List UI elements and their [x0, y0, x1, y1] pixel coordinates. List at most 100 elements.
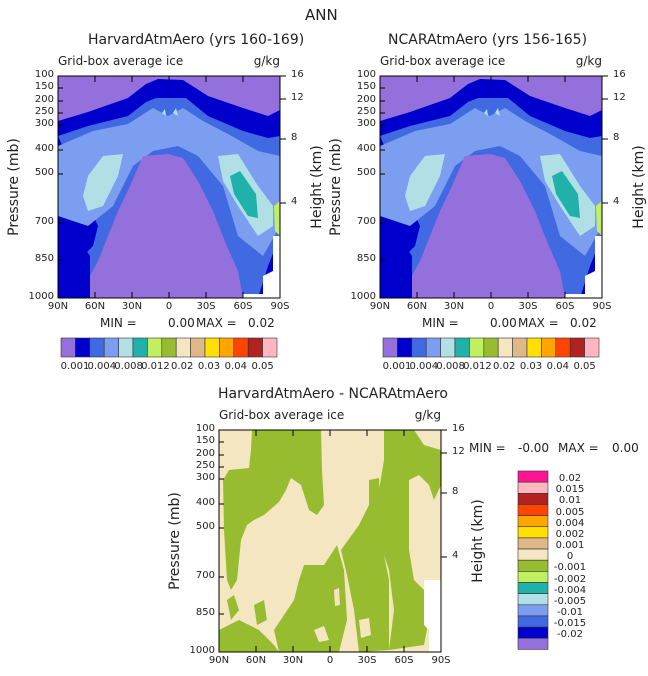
- colorbar-swatch: [60, 337, 76, 358]
- max-label: MAX =: [196, 316, 237, 330]
- colorbar-swatch: [147, 337, 163, 358]
- y-right-tick-label: 8: [452, 486, 459, 497]
- contour-field: [380, 76, 602, 298]
- y-right-tick-label: 12: [613, 92, 626, 103]
- colorbar-swatch: [517, 492, 549, 505]
- contour-field: [219, 430, 441, 652]
- y-axis-label: Pressure (mb): [328, 138, 344, 236]
- x-tick-label: 30S: [357, 655, 377, 666]
- x-tick-label: 60N: [245, 655, 267, 666]
- contour-band-0.001-bottom: [380, 241, 412, 298]
- colorbar-label: 0.04: [224, 361, 247, 372]
- contour-band-0.008-top: [484, 108, 500, 116]
- y-tick-label: 1000: [189, 645, 215, 656]
- y-right-axis-label: Height (km): [309, 145, 325, 229]
- x-tick-label: 90S: [270, 301, 290, 312]
- y-tick-label: 100: [34, 69, 54, 80]
- y-tick-label: 400: [195, 497, 215, 508]
- x-tick-label: 30N: [121, 301, 143, 312]
- max-value: 0.00: [612, 441, 639, 455]
- y-tick-label: 300: [34, 118, 54, 129]
- colorbar-swatch: [440, 337, 456, 358]
- colorbar-swatch: [469, 337, 485, 358]
- y-tick-label: 700: [195, 570, 215, 581]
- y-tick-label: 200: [195, 448, 215, 459]
- colorbar-label: 0.03: [519, 361, 543, 372]
- colorbar-label: 0.05: [251, 361, 274, 372]
- y-tick-label: 400: [34, 143, 54, 154]
- min-label: MIN =: [469, 441, 506, 455]
- colorbar-label: 0.02: [493, 361, 516, 372]
- colorbar-swatch: [517, 571, 549, 583]
- y-axis-label: Pressure (mb): [167, 492, 183, 590]
- colorbar-swatch: [483, 337, 499, 358]
- y-right-tick-label: 12: [291, 92, 304, 103]
- colorbar-swatch: [517, 548, 549, 561]
- plot-area-0: [57, 75, 281, 299]
- colorbar-swatch: [233, 337, 249, 358]
- y-tick-label: 1000: [28, 291, 54, 302]
- x-tick-label: 60N: [406, 301, 428, 312]
- x-tick-label: 0: [165, 301, 173, 312]
- x-tick-label: 90N: [369, 301, 391, 312]
- colorbar-label: -0.01: [557, 606, 583, 618]
- colorbar-swatch: [118, 337, 134, 358]
- contour-inner-purple: [412, 154, 565, 298]
- contour-band-0.004: [380, 108, 602, 256]
- x-tick-label: 60S: [555, 301, 575, 312]
- y-tick-label: 500: [356, 167, 376, 178]
- y-right-tick-label: 4: [291, 196, 298, 207]
- colorbar-label: 0.001: [60, 361, 90, 372]
- y-tick-label: 850: [34, 253, 54, 264]
- y-tick-label: 150: [195, 435, 215, 446]
- colorbar-swatch: [190, 337, 206, 358]
- plot-area-2: [218, 429, 442, 653]
- x-tick-label: 30N: [443, 301, 465, 312]
- colorbar-swatch: [517, 504, 549, 516]
- x-tick-label: 90S: [431, 655, 451, 666]
- max-value: 0.02: [570, 316, 597, 330]
- contour-inner-purple: [90, 154, 243, 298]
- contour-band-0.012: [230, 171, 258, 218]
- colorbar-label: 0.012: [141, 361, 170, 372]
- contour-band-neg-0.001-nw: [223, 430, 324, 590]
- colorbar-label: 0.008: [114, 361, 143, 372]
- x-tick-label: 60S: [394, 655, 414, 666]
- colorbar-label: 0.05: [573, 361, 596, 372]
- y-tick-label: 250: [195, 460, 215, 471]
- x-tick-label: 30S: [518, 301, 538, 312]
- min-label: MIN =: [422, 316, 459, 330]
- colorbar-label: 0.01: [558, 495, 582, 507]
- y-right-axis-label: Height (km): [470, 499, 486, 583]
- min-value: 0.00: [490, 316, 517, 330]
- y-right-tick-label: 12: [452, 446, 465, 457]
- contour-band-0.008-left: [405, 154, 445, 211]
- colorbar-swatch: [454, 337, 470, 358]
- x-tick-label: 0: [487, 301, 495, 312]
- y-tick-label: 250: [34, 106, 54, 117]
- y-axis-label: Pressure (mb): [6, 138, 22, 236]
- y-tick-label: 100: [195, 423, 215, 434]
- y-right-tick-label: 16: [291, 69, 304, 80]
- colorbar-swatch: [175, 337, 191, 358]
- contour-band-0.02: [596, 201, 602, 236]
- min-value: 0.00: [168, 316, 195, 330]
- colorbar-label: 0.02: [558, 473, 582, 485]
- y-tick-label: 700: [356, 216, 376, 227]
- colorbar-label: 0.004: [87, 361, 117, 372]
- contour-band-0-patch: [314, 588, 371, 642]
- colorbar-label: -0.005: [553, 595, 587, 607]
- colorbar-swatch: [526, 337, 542, 358]
- colorbar-label: 0.004: [555, 517, 585, 529]
- contour-band-0.004-top: [153, 111, 183, 131]
- colorbar-swatch: [517, 526, 549, 539]
- colorbar-swatch: [219, 337, 235, 358]
- plot-subtitle: Grid-box average ice: [219, 408, 345, 422]
- colorbar-swatch: [517, 593, 549, 606]
- max-value: 0.02: [248, 316, 275, 330]
- x-tick-label: 30S: [196, 301, 216, 312]
- x-tick-label: 30N: [282, 655, 304, 666]
- min-label: MIN =: [100, 316, 137, 330]
- missing-data: [553, 236, 602, 298]
- contour-band-neg-0.001-se: [379, 430, 441, 650]
